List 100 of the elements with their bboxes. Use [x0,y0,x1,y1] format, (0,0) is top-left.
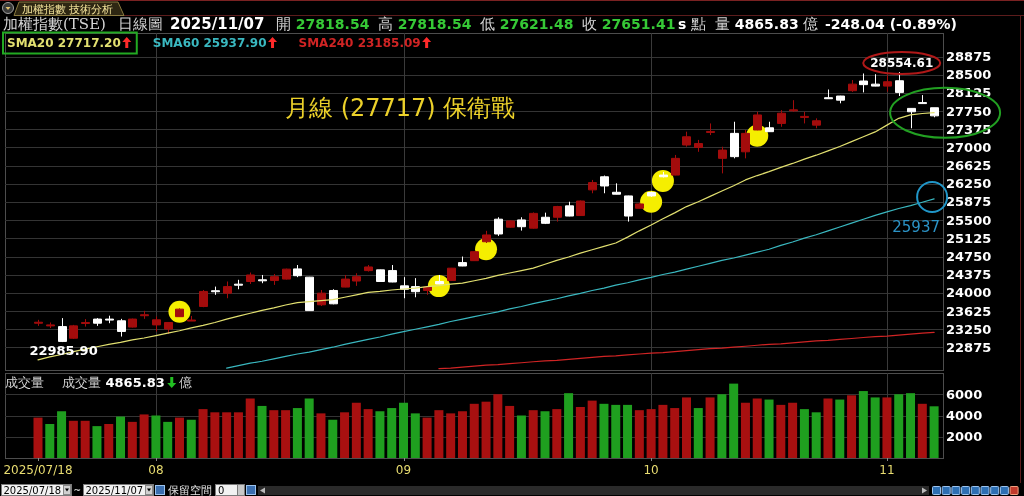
bar [104,424,114,458]
x-tick-label: 09 [395,463,412,477]
candlestick [777,109,786,128]
candlestick [164,321,173,335]
bar [811,412,821,458]
text: 高 27818.54 [378,15,472,33]
bar [174,417,184,458]
x-tick-label: 08 [148,463,164,477]
annotation: 成交量 4865.83 [62,374,165,390]
candlestick [352,272,361,287]
bar [163,421,173,458]
candlestick [34,319,43,327]
bar [269,410,279,458]
bar [304,398,314,458]
y-tick-label: 23250 [946,321,992,337]
text: s 點 [678,15,707,33]
y-tick-label: 2000 [946,429,983,445]
candlestick [624,195,633,223]
bar [340,412,350,458]
bar [870,397,880,458]
y-tick-label: 4000 [946,408,983,423]
candlestick [293,264,302,278]
candlestick [635,202,644,210]
annotation: 28554.61 [870,56,934,71]
annotation: 億 [178,374,192,390]
text: SMA240 23185.09 [298,36,421,50]
bar [375,411,385,458]
bar [45,424,55,458]
candlestick [871,73,880,87]
candlestick [836,95,845,104]
bar [139,414,149,458]
candlestick [541,212,550,225]
bar [33,417,43,458]
bar [788,402,798,458]
text: -248.04 (-0.89%) [825,16,957,32]
bar [399,402,409,458]
bar [516,415,526,458]
y-tick-label: 26250 [946,176,992,192]
bar [363,409,373,458]
candlestick [105,315,114,324]
text: 低 27621.48 [480,15,574,33]
bar [351,402,361,458]
candlestick [883,74,892,93]
candlestick [517,216,526,232]
candlestick [69,324,78,340]
y-tick-label: 26625 [946,158,992,174]
candlestick [907,107,916,129]
candlestick [706,122,715,136]
bar [233,412,243,458]
bar [127,421,137,458]
candlestick [470,250,479,262]
bar [917,403,927,458]
candlestick [671,154,680,176]
candlestick [93,317,102,327]
text: 收 27651.41 [582,15,676,33]
y-tick-label: 23625 [946,303,992,319]
candlestick [246,272,255,285]
candlestick [175,307,184,318]
text: 2025/11/07 [170,15,265,33]
bar [740,402,750,458]
bar [670,408,680,458]
candlestick [612,182,621,195]
candlestick [447,267,456,282]
candlestick [588,179,597,194]
bar [658,404,668,458]
candlestick [199,289,208,308]
bar [611,404,621,458]
x-tick-label: 2025/07/18 [3,463,73,477]
bar [210,412,220,458]
annotation: 25937 [892,217,940,236]
candlestick [682,131,691,148]
text: 量 4865.83 億 [715,15,819,33]
candlestick [128,318,137,329]
bar [693,408,703,458]
candlestick [529,211,538,230]
bar [481,401,491,458]
bar [434,410,444,458]
bar [116,416,126,458]
bar [894,394,904,458]
point [651,169,674,192]
y-tick-label: 24375 [946,267,992,283]
candlestick [753,111,762,131]
text: 保留空間 [168,483,212,496]
candlestick [258,274,267,284]
line-series [438,331,935,370]
text: 日線圖 [118,15,163,33]
bar [198,409,208,458]
candlestick [364,264,373,273]
bar [528,410,538,458]
y-tick-label: 24750 [946,249,992,265]
candlestick [482,230,491,244]
bar [281,410,291,458]
bar [457,411,467,458]
bar [776,404,786,458]
bar [564,393,574,458]
y-tick-label: 6000 [946,386,983,402]
bar [929,406,939,458]
candlestick [211,286,220,296]
text: SMA60 25937.90 [152,36,267,50]
candlestick [152,315,161,332]
